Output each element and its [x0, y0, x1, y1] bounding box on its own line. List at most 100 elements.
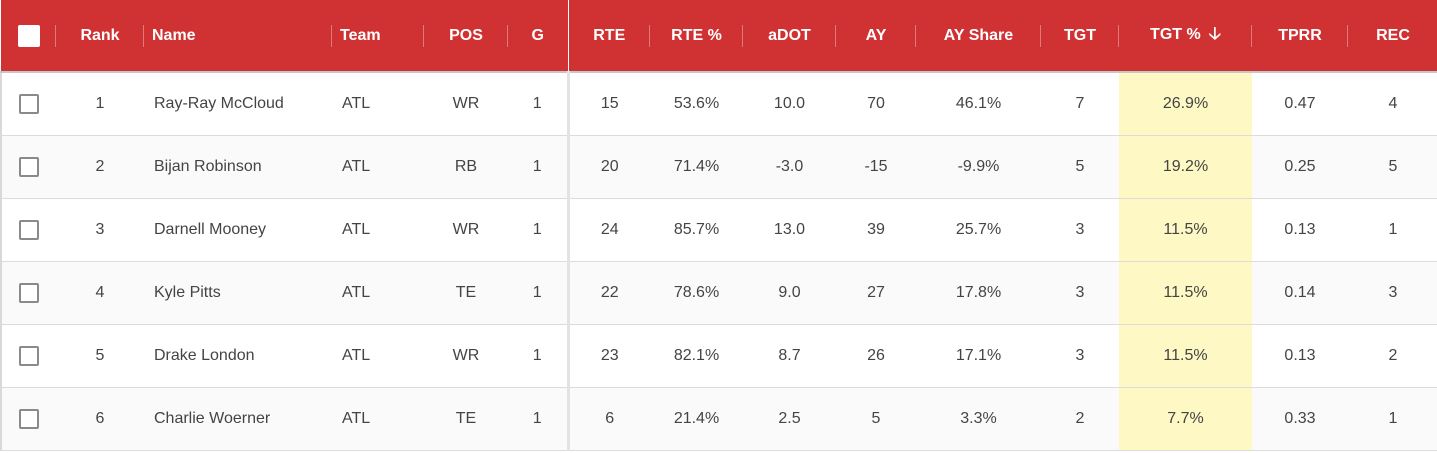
adot-cell: 13.0	[743, 198, 836, 262]
rank-cell: 3	[56, 198, 144, 262]
tgt-pct-cell: 11.5%	[1119, 324, 1252, 388]
col-header-g[interactable]: G	[508, 0, 568, 73]
ay-cell: 70	[836, 72, 916, 136]
col-header-tprr[interactable]: TPRR	[1252, 0, 1348, 73]
col-header-tgt[interactable]: TGT	[1041, 0, 1119, 73]
table-row[interactable]: 1 Ray-Ray McCloud ATL WR 1 15 53.6% 10.0…	[0, 72, 1437, 136]
col-header-name[interactable]: Name	[144, 0, 332, 73]
rec-cell: 4	[1348, 72, 1437, 136]
g-cell: 1	[508, 324, 570, 388]
tgt-cell: 3	[1041, 198, 1119, 262]
rank-cell: 6	[56, 387, 144, 451]
row-select-cell	[0, 387, 56, 451]
row-select-cell	[0, 261, 56, 325]
tgt-cell: 7	[1041, 72, 1119, 136]
col-header-rank[interactable]: Rank	[56, 0, 144, 73]
player-name-cell[interactable]: Kyle Pitts	[144, 261, 332, 325]
table-row[interactable]: 4 Kyle Pitts ATL TE 1 22 78.6% 9.0 27 17…	[0, 261, 1437, 325]
g-cell: 1	[508, 261, 570, 325]
tprr-cell: 0.47	[1252, 72, 1348, 136]
row-checkbox[interactable]	[19, 220, 39, 240]
tgt-cell: 2	[1041, 387, 1119, 451]
row-select-cell	[0, 198, 56, 262]
tgt-cell: 3	[1041, 261, 1119, 325]
table-row[interactable]: 5 Drake London ATL WR 1 23 82.1% 8.7 26 …	[0, 324, 1437, 388]
table-row[interactable]: 2 Bijan Robinson ATL RB 1 20 71.4% -3.0 …	[0, 135, 1437, 199]
row-checkbox[interactable]	[19, 157, 39, 177]
team-cell: ATL	[332, 135, 424, 199]
tgt-cell: 5	[1041, 135, 1119, 199]
player-name-cell[interactable]: Charlie Woerner	[144, 387, 332, 451]
row-checkbox[interactable]	[19, 346, 39, 366]
rte-pct-cell: 82.1%	[650, 324, 743, 388]
adot-cell: 8.7	[743, 324, 836, 388]
header-row: Rank Name Team POS G RTE RTE % aDOT AY A…	[1, 0, 1437, 73]
arrow-down-icon[interactable]: 🡣	[1208, 24, 1221, 43]
col-header-ay[interactable]: AY	[836, 0, 916, 73]
table-row[interactable]: 3 Darnell Mooney ATL WR 1 24 85.7% 13.0 …	[0, 198, 1437, 262]
rte-pct-cell: 78.6%	[650, 261, 743, 325]
rec-cell: 3	[1348, 261, 1437, 325]
col-header-adot[interactable]: aDOT	[743, 0, 836, 73]
rte-pct-cell: 53.6%	[650, 72, 743, 136]
ay-cell: 27	[836, 261, 916, 325]
rec-cell: 1	[1348, 198, 1437, 262]
rte-cell: 24	[568, 198, 650, 262]
player-name-cell[interactable]: Drake London	[144, 324, 332, 388]
tgt-pct-cell: 11.5%	[1119, 198, 1252, 262]
rte-pct-cell: 21.4%	[650, 387, 743, 451]
rank-cell: 4	[56, 261, 144, 325]
ay-share-cell: 17.8%	[916, 261, 1041, 325]
player-name-cell[interactable]: Ray-Ray McCloud	[144, 72, 332, 136]
g-cell: 1	[508, 198, 570, 262]
tgt-pct-cell: 19.2%	[1119, 135, 1252, 199]
tprr-cell: 0.13	[1252, 324, 1348, 388]
pos-cell: RB	[424, 135, 508, 199]
pos-cell: TE	[424, 387, 508, 451]
adot-cell: 2.5	[743, 387, 836, 451]
row-select-cell	[0, 135, 56, 199]
rte-cell: 20	[568, 135, 650, 199]
rec-cell: 1	[1348, 387, 1437, 451]
row-select-cell	[0, 324, 56, 388]
pos-cell: TE	[424, 261, 508, 325]
rec-cell: 2	[1348, 324, 1437, 388]
col-header-team[interactable]: Team	[332, 0, 424, 73]
team-cell: ATL	[332, 261, 424, 325]
player-name-cell[interactable]: Darnell Mooney	[144, 198, 332, 262]
rte-cell: 22	[568, 261, 650, 325]
rte-cell: 6	[568, 387, 650, 451]
team-cell: ATL	[332, 387, 424, 451]
col-header-pos[interactable]: POS	[424, 0, 508, 73]
team-cell: ATL	[332, 198, 424, 262]
rte-pct-cell: 85.7%	[650, 198, 743, 262]
ay-share-cell: 25.7%	[916, 198, 1041, 262]
row-checkbox[interactable]	[19, 94, 39, 114]
ay-share-cell: 46.1%	[916, 72, 1041, 136]
row-checkbox[interactable]	[19, 283, 39, 303]
table-row[interactable]: 6 Charlie Woerner ATL TE 1 6 21.4% 2.5 5…	[0, 387, 1437, 451]
col-header-rec[interactable]: REC	[1348, 0, 1437, 73]
col-header-ay-share[interactable]: AY Share	[916, 0, 1041, 73]
select-all-checkbox[interactable]	[17, 24, 40, 47]
pos-cell: WR	[424, 324, 508, 388]
tgt-pct-cell: 26.9%	[1119, 72, 1252, 136]
rte-pct-cell: 71.4%	[650, 135, 743, 199]
adot-cell: -3.0	[743, 135, 836, 199]
rte-cell: 23	[568, 324, 650, 388]
tprr-cell: 0.14	[1252, 261, 1348, 325]
team-cell: ATL	[332, 72, 424, 136]
tprr-cell: 0.25	[1252, 135, 1348, 199]
col-header-rte-pct[interactable]: RTE %	[650, 0, 743, 73]
col-header-rte[interactable]: RTE	[567, 0, 650, 73]
tgt-pct-cell: 11.5%	[1119, 261, 1252, 325]
col-header-tgt-pct[interactable]: TGT % 🡣	[1119, 0, 1252, 73]
ay-cell: 5	[836, 387, 916, 451]
row-checkbox[interactable]	[19, 409, 39, 429]
player-name-cell[interactable]: Bijan Robinson	[144, 135, 332, 199]
ay-share-cell: -9.9%	[916, 135, 1041, 199]
select-all-header	[1, 0, 56, 73]
team-cell: ATL	[332, 324, 424, 388]
tprr-cell: 0.13	[1252, 198, 1348, 262]
